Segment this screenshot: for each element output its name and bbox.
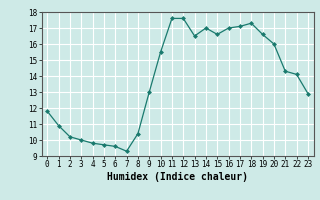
X-axis label: Humidex (Indice chaleur): Humidex (Indice chaleur) [107,172,248,182]
